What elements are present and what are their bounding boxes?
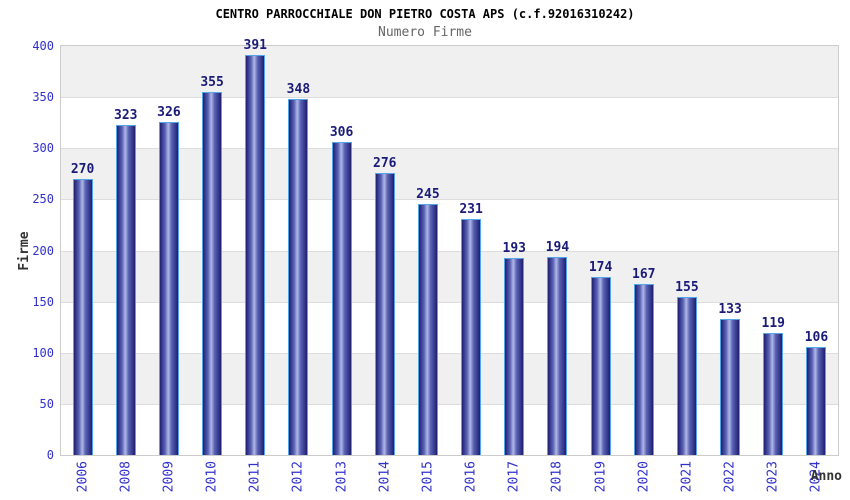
grid-band [61, 46, 838, 98]
gridline [61, 199, 838, 200]
bar-2018 [547, 256, 568, 455]
y-tick-label: 300 [32, 141, 54, 156]
bar-value-label: 355 [200, 75, 224, 90]
bar-2010 [202, 92, 223, 455]
y-tick-label: 0 [46, 448, 54, 462]
plot-area [60, 45, 839, 456]
bar-value-label: 306 [329, 125, 354, 141]
gridline [61, 148, 838, 149]
bar-2014 [374, 172, 395, 455]
bar-2008 [115, 124, 136, 455]
y-tick-label: 150 [32, 294, 54, 309]
grid-band [61, 199, 838, 251]
x-tick-label: 2020 [636, 461, 652, 493]
bar-2009 [158, 121, 179, 455]
bar-value-label: 276 [373, 155, 397, 171]
bar-2023 [763, 333, 784, 455]
bar-value-label: 194 [545, 239, 570, 255]
x-tick-label: 2015 [420, 461, 436, 493]
x-tick-label: 2010 [204, 461, 220, 493]
bar-2022 [720, 319, 741, 455]
x-tick-label: 2023 [765, 461, 781, 493]
x-tick-label: 2011 [247, 461, 263, 493]
grid-band [61, 301, 838, 353]
bar-value-label: 174 [588, 260, 613, 276]
bar-value-label: 245 [416, 187, 440, 203]
bar-2006 [72, 178, 93, 455]
bar-2013 [331, 142, 352, 455]
grid-band [61, 403, 838, 455]
bar-value-label: 133 [718, 302, 742, 317]
y-tick-label: 50 [39, 396, 54, 411]
bar-2015 [417, 204, 438, 455]
bar-2020 [633, 284, 654, 455]
x-tick-label: 2019 [593, 461, 609, 493]
bar-value-label: 326 [157, 104, 181, 120]
bar-2016 [461, 218, 482, 455]
grid-band [61, 148, 838, 200]
grid-band [61, 97, 838, 149]
y-tick-label: 100 [32, 345, 54, 360]
x-tick-label: 2017 [506, 461, 522, 493]
x-tick-label: 2021 [679, 461, 695, 493]
grid-band [61, 352, 838, 404]
bar-2012 [288, 99, 309, 455]
chart-title: CENTRO PARROCCHIALE DON PIETRO COSTA APS… [215, 7, 635, 21]
x-axis-title: Anno [810, 469, 842, 484]
bar-value-label: 391 [243, 38, 267, 54]
y-axis-title: Firme [17, 231, 32, 271]
x-tick-label: 2016 [463, 461, 479, 493]
x-tick-label: 2018 [549, 461, 565, 493]
x-tick-label: 2006 [75, 461, 91, 493]
y-tick-label: 350 [32, 90, 54, 105]
x-tick-label: 2008 [118, 461, 134, 493]
bar-value-label: 167 [632, 267, 656, 283]
gridline [61, 353, 838, 354]
y-tick-label: 250 [32, 192, 54, 207]
grid-band [61, 250, 838, 302]
x-tick-label: 2022 [722, 461, 738, 493]
y-tick-label: 200 [32, 243, 54, 258]
bar-value-label: 193 [502, 240, 526, 256]
gridline [61, 251, 838, 252]
y-tick-label: 400 [32, 39, 54, 53]
gridline [61, 97, 838, 98]
bar-value-label: 348 [286, 82, 311, 98]
gridline [61, 404, 838, 405]
bar-value-label: 231 [459, 201, 483, 217]
bar-value-label: 155 [675, 279, 699, 295]
x-tick-label: 2013 [334, 461, 350, 493]
chart-subtitle: Numero Firme [378, 25, 472, 40]
bar-value-label: 106 [804, 329, 829, 345]
bar-2011 [245, 55, 266, 455]
bar-value-label: 270 [70, 161, 95, 177]
x-tick-label: 2012 [290, 461, 306, 493]
x-tick-label: 2014 [377, 461, 393, 493]
gridline [61, 302, 838, 303]
bar-2024 [806, 346, 827, 455]
bar-value-label: 323 [114, 107, 138, 123]
bar-2017 [504, 257, 525, 455]
bar-value-label: 119 [761, 316, 785, 332]
bar-2021 [676, 296, 697, 455]
x-tick-label: 2009 [161, 461, 177, 493]
bar-2019 [590, 277, 611, 455]
